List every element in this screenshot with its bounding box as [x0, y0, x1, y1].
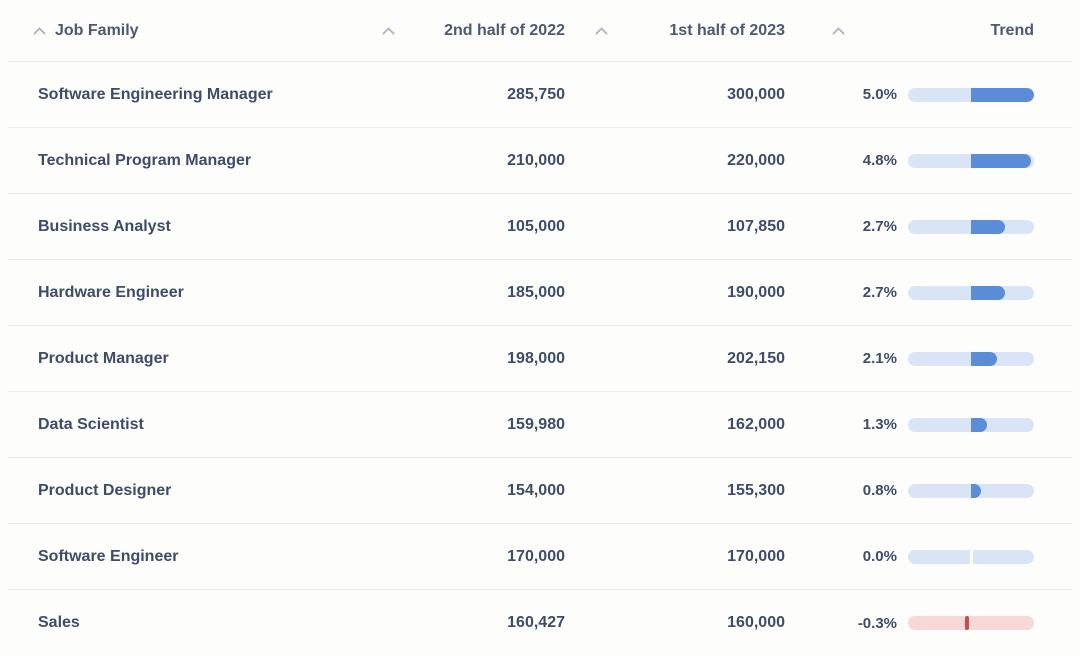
- chevron-up-icon[interactable]: [595, 27, 608, 35]
- table-row: Product Manager 198,000 202,150 2.1%: [8, 326, 1072, 392]
- h2-2022-value-cell: 185,000: [507, 283, 565, 301]
- trend-bar-track: [908, 351, 1034, 366]
- job-family-cell: Software Engineering Manager: [38, 85, 273, 103]
- trend-bar-track: [908, 417, 1034, 432]
- chevron-up-icon[interactable]: [33, 27, 46, 35]
- h1-2023-value-cell: 170,000: [727, 547, 785, 565]
- table-row: Hardware Engineer 185,000 190,000 2.7%: [8, 260, 1072, 326]
- pct-change-cell: 2.7%: [862, 284, 897, 301]
- h1-2023-value-cell: 220,000: [727, 151, 785, 169]
- column-header-h2-2022[interactable]: 2nd half of 2022: [382, 22, 565, 40]
- table-row: Technical Program Manager 210,000 220,00…: [8, 128, 1072, 194]
- h2-2022-value-cell: 285,750: [507, 85, 565, 103]
- trend-cell: [897, 417, 1034, 432]
- h1-2023-value-cell: 160,000: [727, 614, 785, 631]
- table-row: Product Designer 154,000 155,300 0.8%: [8, 458, 1072, 524]
- trend-cell: [897, 616, 1034, 630]
- chevron-up-icon[interactable]: [382, 27, 395, 35]
- h1-2023-value-cell: 190,000: [727, 283, 785, 301]
- trend-bar-fill: [971, 219, 1006, 234]
- trend-bar-track: [908, 219, 1034, 234]
- trend-bar-fill: [971, 153, 1032, 168]
- h2-2022-value-cell: 159,980: [507, 415, 565, 433]
- job-family-cell: Technical Program Manager: [38, 151, 252, 169]
- pct-change-cell: 1.3%: [862, 416, 897, 433]
- pct-change-cell: 0.8%: [862, 482, 897, 499]
- job-family-cell: Business Analyst: [38, 217, 171, 235]
- trend-bar-fill: [971, 351, 998, 366]
- h2-2022-value-cell: 170,000: [507, 547, 565, 565]
- job-family-cell: Product Manager: [38, 349, 169, 367]
- job-family-cell: Hardware Engineer: [38, 283, 184, 301]
- trend-bar-track: [908, 87, 1034, 102]
- column-header-job-family[interactable]: Job Family: [33, 22, 382, 40]
- trend-bar-fill: [971, 285, 1006, 300]
- table-row: Sales 160,427 160,000 -0.3%: [8, 590, 1072, 656]
- h1-2023-value-cell: 202,150: [727, 349, 785, 367]
- column-header-label: Trend: [990, 21, 1034, 39]
- trend-bar-track: [908, 153, 1034, 168]
- trend-cell: [897, 549, 1034, 564]
- chevron-up-icon[interactable]: [832, 27, 845, 35]
- trend-bar-fill: [971, 87, 1034, 102]
- trend-bar-fill: [971, 483, 982, 498]
- trend-bar-track: [908, 483, 1034, 498]
- h1-2023-value-cell: 107,850: [727, 217, 785, 235]
- column-header-label: 2nd half of 2022: [444, 21, 565, 39]
- trend-cell: [897, 285, 1034, 300]
- column-header-label: 1st half of 2023: [669, 21, 785, 39]
- column-header-pct-change[interactable]: [785, 27, 897, 35]
- pct-change-cell: 2.7%: [862, 218, 897, 235]
- column-header-trend: Trend: [897, 22, 1034, 40]
- h2-2022-value-cell: 198,000: [507, 349, 565, 367]
- trend-bar-track: [908, 285, 1034, 300]
- trend-cell: [897, 87, 1034, 102]
- h2-2022-value-cell: 210,000: [507, 151, 565, 169]
- table-row: Software Engineer 170,000 170,000 0.0%: [8, 524, 1072, 590]
- trend-bar-fill: [971, 417, 988, 432]
- trend-cell: [897, 483, 1034, 498]
- trend-cell: [897, 153, 1034, 168]
- table-body: Software Engineering Manager 285,750 300…: [0, 62, 1080, 656]
- trend-cell: [897, 351, 1034, 366]
- table-header-row: Job Family 2nd half of 2022 1st half of …: [8, 0, 1072, 62]
- h2-2022-value-cell: 160,427: [507, 614, 565, 631]
- pct-change-cell: 4.8%: [862, 152, 897, 169]
- job-family-cell: Data Scientist: [38, 415, 144, 433]
- trend-bar-track: [908, 549, 1034, 564]
- trend-bar-track: [908, 616, 1034, 630]
- trend-bar-tick: [965, 616, 970, 630]
- column-header-h1-2023[interactable]: 1st half of 2023: [565, 22, 785, 40]
- pct-change-cell: 5.0%: [862, 86, 897, 103]
- pct-change-cell: 0.0%: [862, 548, 897, 565]
- h1-2023-value-cell: 300,000: [727, 85, 785, 103]
- trend-bar-divider: [969, 549, 973, 564]
- pct-change-cell: 2.1%: [862, 350, 897, 367]
- job-family-cell: Sales: [38, 614, 80, 631]
- pct-change-cell: -0.3%: [857, 614, 897, 632]
- job-family-cell: Product Designer: [38, 481, 172, 499]
- h2-2022-value-cell: 105,000: [507, 217, 565, 235]
- h2-2022-value-cell: 154,000: [507, 481, 565, 499]
- column-header-label: Job Family: [55, 21, 139, 39]
- h1-2023-value-cell: 155,300: [727, 481, 785, 499]
- table-row: Software Engineering Manager 285,750 300…: [8, 62, 1072, 128]
- table-row: Business Analyst 105,000 107,850 2.7%: [8, 194, 1072, 260]
- job-family-cell: Software Engineer: [38, 547, 179, 565]
- trend-cell: [897, 219, 1034, 234]
- h1-2023-value-cell: 162,000: [727, 415, 785, 433]
- table-row: Data Scientist 159,980 162,000 1.3%: [8, 392, 1072, 458]
